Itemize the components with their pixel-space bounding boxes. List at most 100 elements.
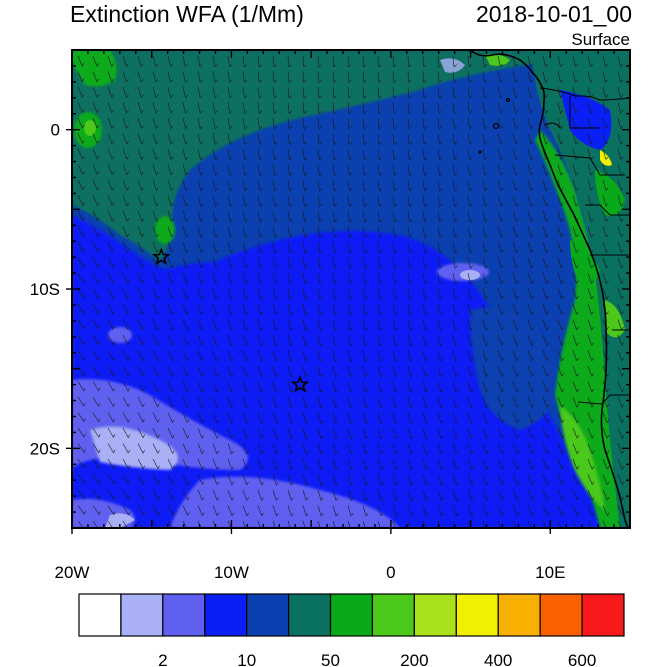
wind-barb — [107, 55, 112, 67]
wind-barb-tick — [216, 512, 220, 516]
wind-barb-tick — [334, 203, 338, 207]
wind-barb — [137, 288, 143, 299]
wind-barb-tick — [304, 265, 308, 269]
wind-barb-tick — [424, 141, 427, 145]
wind-barb — [452, 288, 456, 300]
wind-barb — [182, 489, 188, 501]
wind-barb — [167, 210, 172, 222]
wind-barb-tick — [304, 219, 308, 223]
border-a — [539, 87, 630, 101]
wind-barb-tick — [395, 358, 398, 362]
wind-barb — [527, 474, 533, 485]
wind-barb-tick — [501, 280, 504, 284]
wind-barb — [137, 102, 142, 114]
wind-barb — [257, 489, 262, 501]
wind-barb — [272, 350, 276, 362]
wind-barb — [527, 148, 532, 160]
wind-barb — [572, 365, 578, 377]
wind-barb — [587, 272, 592, 284]
wind-barb-tick — [455, 342, 459, 346]
wind-barb-tick — [98, 387, 101, 392]
wind-barb-tick — [605, 156, 609, 160]
wind-barb-tick — [349, 281, 353, 285]
wind-barb — [557, 71, 561, 83]
wind-barb-tick — [606, 249, 609, 253]
wind-barb-tick — [577, 481, 580, 485]
wind-barb — [437, 288, 441, 300]
wind-barb — [602, 257, 607, 269]
wind-barb — [122, 210, 128, 222]
wind-barb-tick — [409, 172, 413, 176]
wind-barb — [77, 365, 84, 376]
wind-barb — [377, 179, 380, 191]
wind-barb — [197, 71, 201, 83]
wind-barb — [197, 117, 201, 129]
wind-barb — [182, 55, 186, 67]
wind-barb-tick — [606, 295, 609, 300]
wind-barb — [92, 443, 100, 453]
wind-barb-tick — [561, 466, 565, 470]
wind-barb-tick — [546, 265, 549, 269]
wind-barb — [482, 458, 487, 470]
wind-barb — [152, 489, 159, 500]
wind-barb — [362, 179, 365, 191]
wind-barb — [197, 288, 202, 300]
wind-barb-tick — [245, 296, 249, 300]
wind-barb-tick — [141, 187, 144, 191]
wind-barb — [542, 303, 547, 315]
wind-barb-tick — [273, 79, 277, 83]
wind-barb-tick — [423, 95, 427, 99]
wind-barb — [227, 71, 230, 83]
wind-barb-tick — [455, 296, 458, 300]
wind-barb-tick — [289, 157, 293, 161]
wind-barb-tick — [545, 125, 549, 129]
wind-barb-tick — [408, 64, 412, 68]
wind-barb — [542, 55, 546, 67]
wind-barb-tick — [214, 141, 218, 145]
wind-barb-tick — [275, 373, 279, 377]
wind-barb-tick — [216, 466, 220, 470]
wind-barb-tick — [335, 435, 339, 439]
wind-barb-tick — [215, 172, 218, 176]
wind-barb-tick — [319, 219, 323, 223]
wind-barb — [107, 164, 113, 175]
wind-barb-tick — [440, 358, 444, 362]
wind-barb — [122, 505, 129, 516]
wind-barb-tick — [305, 497, 309, 501]
wind-barb-tick — [335, 451, 339, 455]
wind-barb-tick — [127, 264, 130, 268]
wind-barb-tick — [411, 529, 413, 532]
wind-barb — [542, 117, 546, 129]
wind-barb — [257, 257, 261, 269]
wind-barb-tick — [334, 250, 338, 254]
wind-barb-tick — [348, 141, 352, 145]
wind-barb-tick — [172, 403, 175, 408]
colorbar-box — [581, 593, 625, 637]
wind-barb — [152, 102, 157, 114]
wind-barb-tick — [470, 389, 474, 393]
wind-barb-tick — [469, 172, 473, 176]
wind-barb-tick — [349, 327, 353, 331]
wind-barb — [272, 226, 276, 238]
wind-barb — [617, 226, 622, 238]
wind-barb-tick — [274, 280, 278, 285]
wind-barb — [302, 427, 307, 439]
wind-barb — [77, 381, 85, 391]
wind-barb — [587, 396, 593, 408]
wind-barb — [437, 443, 442, 455]
wind-barb-tick — [380, 497, 384, 501]
wind-barb-tick — [229, 79, 233, 83]
wind-barb — [242, 303, 246, 315]
wind-barb — [527, 71, 531, 83]
wind-barb-tick — [127, 418, 130, 423]
wind-barb-tick — [516, 404, 520, 408]
wind-barb — [272, 288, 276, 300]
wind-barb-tick — [348, 64, 352, 68]
wind-barb — [122, 319, 128, 330]
wind-barb — [542, 443, 548, 454]
wind-barb — [302, 365, 306, 377]
wind-barb — [77, 396, 85, 407]
wind-barb-tick — [112, 310, 115, 315]
wind-barb — [617, 303, 622, 315]
wind-barb — [182, 427, 188, 439]
